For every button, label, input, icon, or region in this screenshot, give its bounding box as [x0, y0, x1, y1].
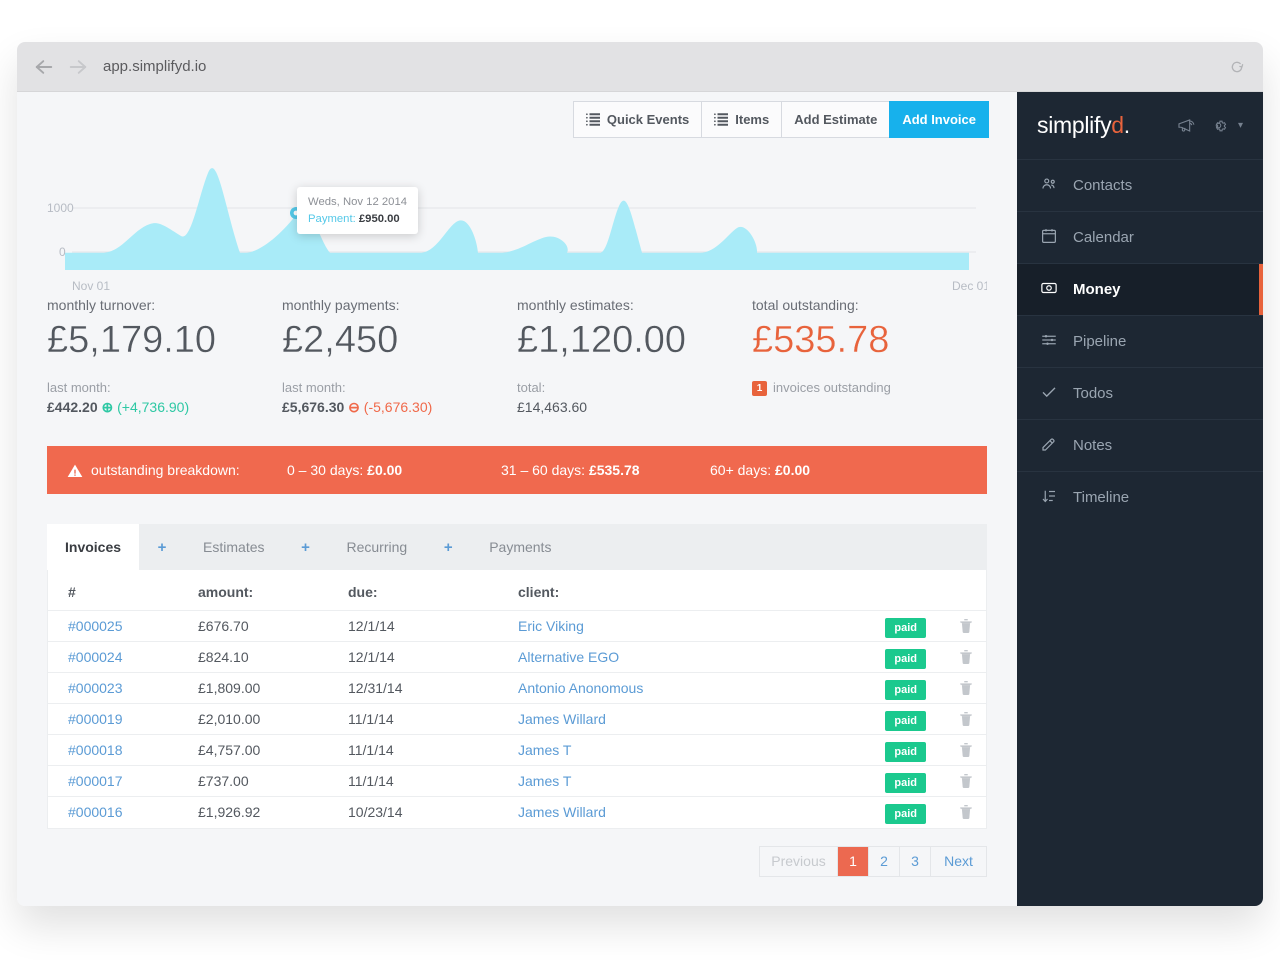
svg-text:Dec 01: Dec 01: [952, 279, 987, 293]
svg-text:0: 0: [59, 245, 66, 259]
svg-text:1000: 1000: [47, 201, 74, 215]
svg-text:Nov 01: Nov 01: [72, 279, 110, 293]
